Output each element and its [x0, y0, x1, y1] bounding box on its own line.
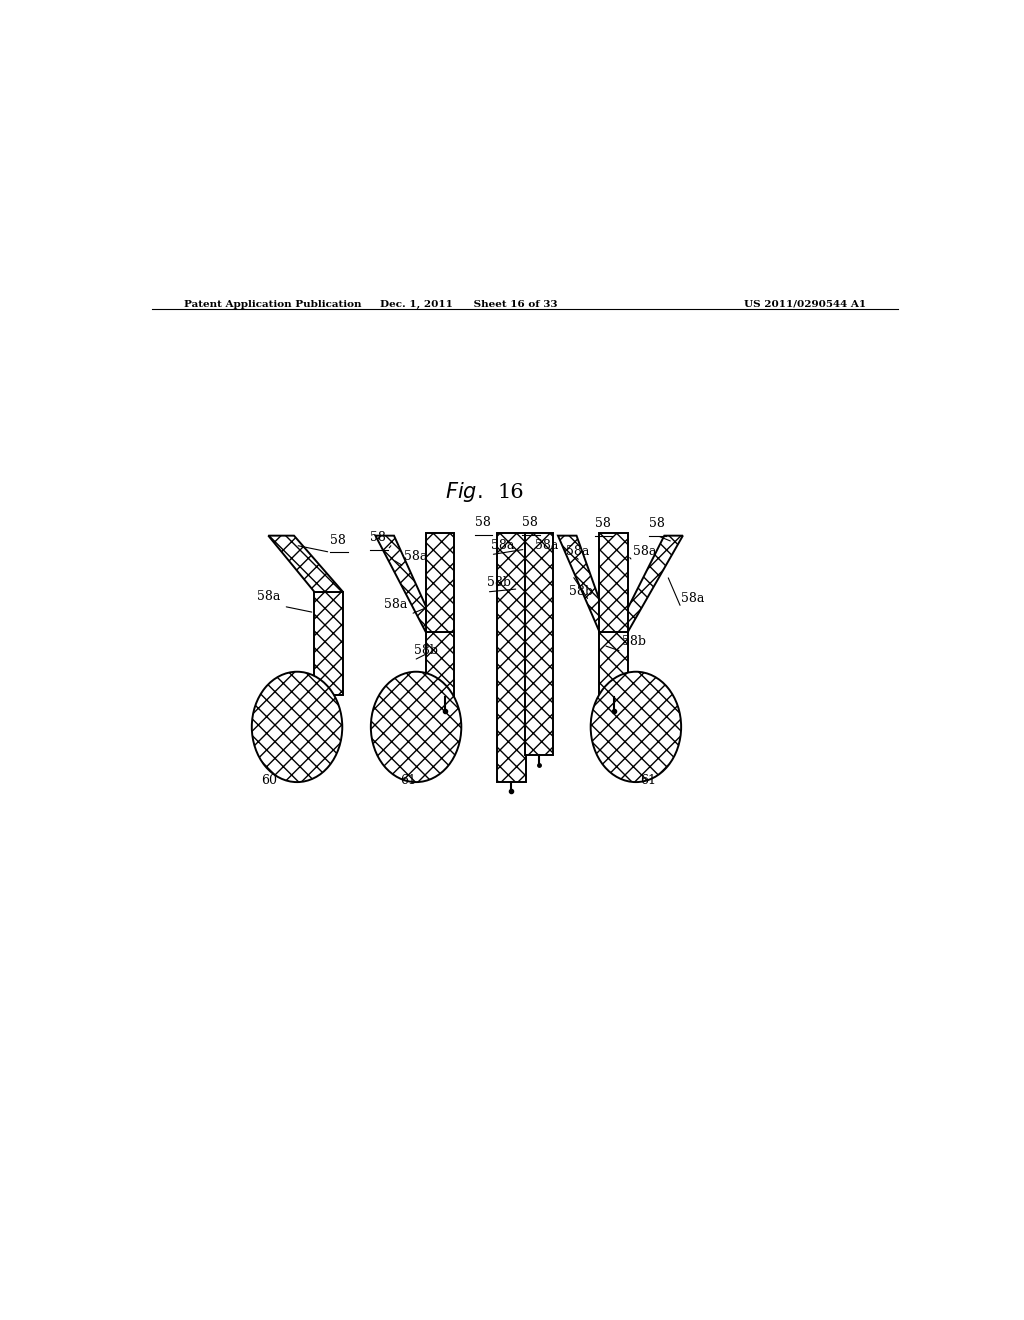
Polygon shape	[314, 591, 343, 696]
Polygon shape	[524, 533, 553, 755]
Polygon shape	[376, 536, 435, 632]
Text: 61: 61	[640, 775, 656, 787]
Polygon shape	[268, 536, 343, 591]
Text: 58a: 58a	[681, 591, 705, 605]
Text: Dec. 1, 2011  Sheet 16 of 33: Dec. 1, 2011 Sheet 16 of 33	[381, 300, 558, 309]
Text: 58a: 58a	[566, 545, 590, 558]
Polygon shape	[599, 632, 628, 697]
Text: 58a: 58a	[404, 550, 428, 564]
Polygon shape	[599, 533, 628, 632]
Text: 58b: 58b	[569, 585, 593, 598]
Text: 58: 58	[595, 517, 610, 531]
Text: 58: 58	[331, 533, 346, 546]
Text: 58a: 58a	[490, 539, 514, 552]
Text: 58b: 58b	[486, 576, 511, 589]
Text: 60: 60	[261, 775, 278, 787]
Polygon shape	[617, 536, 683, 632]
Text: 58a: 58a	[536, 539, 558, 552]
Polygon shape	[558, 536, 609, 632]
Text: 58: 58	[475, 516, 490, 529]
Text: US 2011/0290544 A1: US 2011/0290544 A1	[743, 300, 866, 309]
Text: 58a: 58a	[633, 545, 656, 558]
Polygon shape	[497, 533, 525, 781]
Ellipse shape	[591, 672, 681, 783]
Text: 58b: 58b	[622, 635, 645, 648]
Text: 58b: 58b	[414, 644, 437, 657]
Text: Patent Application Publication: Patent Application Publication	[183, 300, 361, 309]
Text: 58: 58	[522, 516, 539, 529]
Text: $\it{Fig.}$: $\it{Fig.}$	[445, 480, 483, 504]
Ellipse shape	[252, 672, 342, 783]
Text: 58: 58	[370, 532, 386, 544]
Text: 16: 16	[497, 483, 523, 502]
Polygon shape	[426, 632, 455, 697]
Polygon shape	[426, 533, 455, 632]
Ellipse shape	[371, 672, 461, 783]
Text: 61: 61	[400, 775, 416, 787]
Text: 58a: 58a	[384, 598, 408, 611]
Text: 58a: 58a	[257, 590, 281, 603]
Text: 58: 58	[648, 517, 665, 531]
